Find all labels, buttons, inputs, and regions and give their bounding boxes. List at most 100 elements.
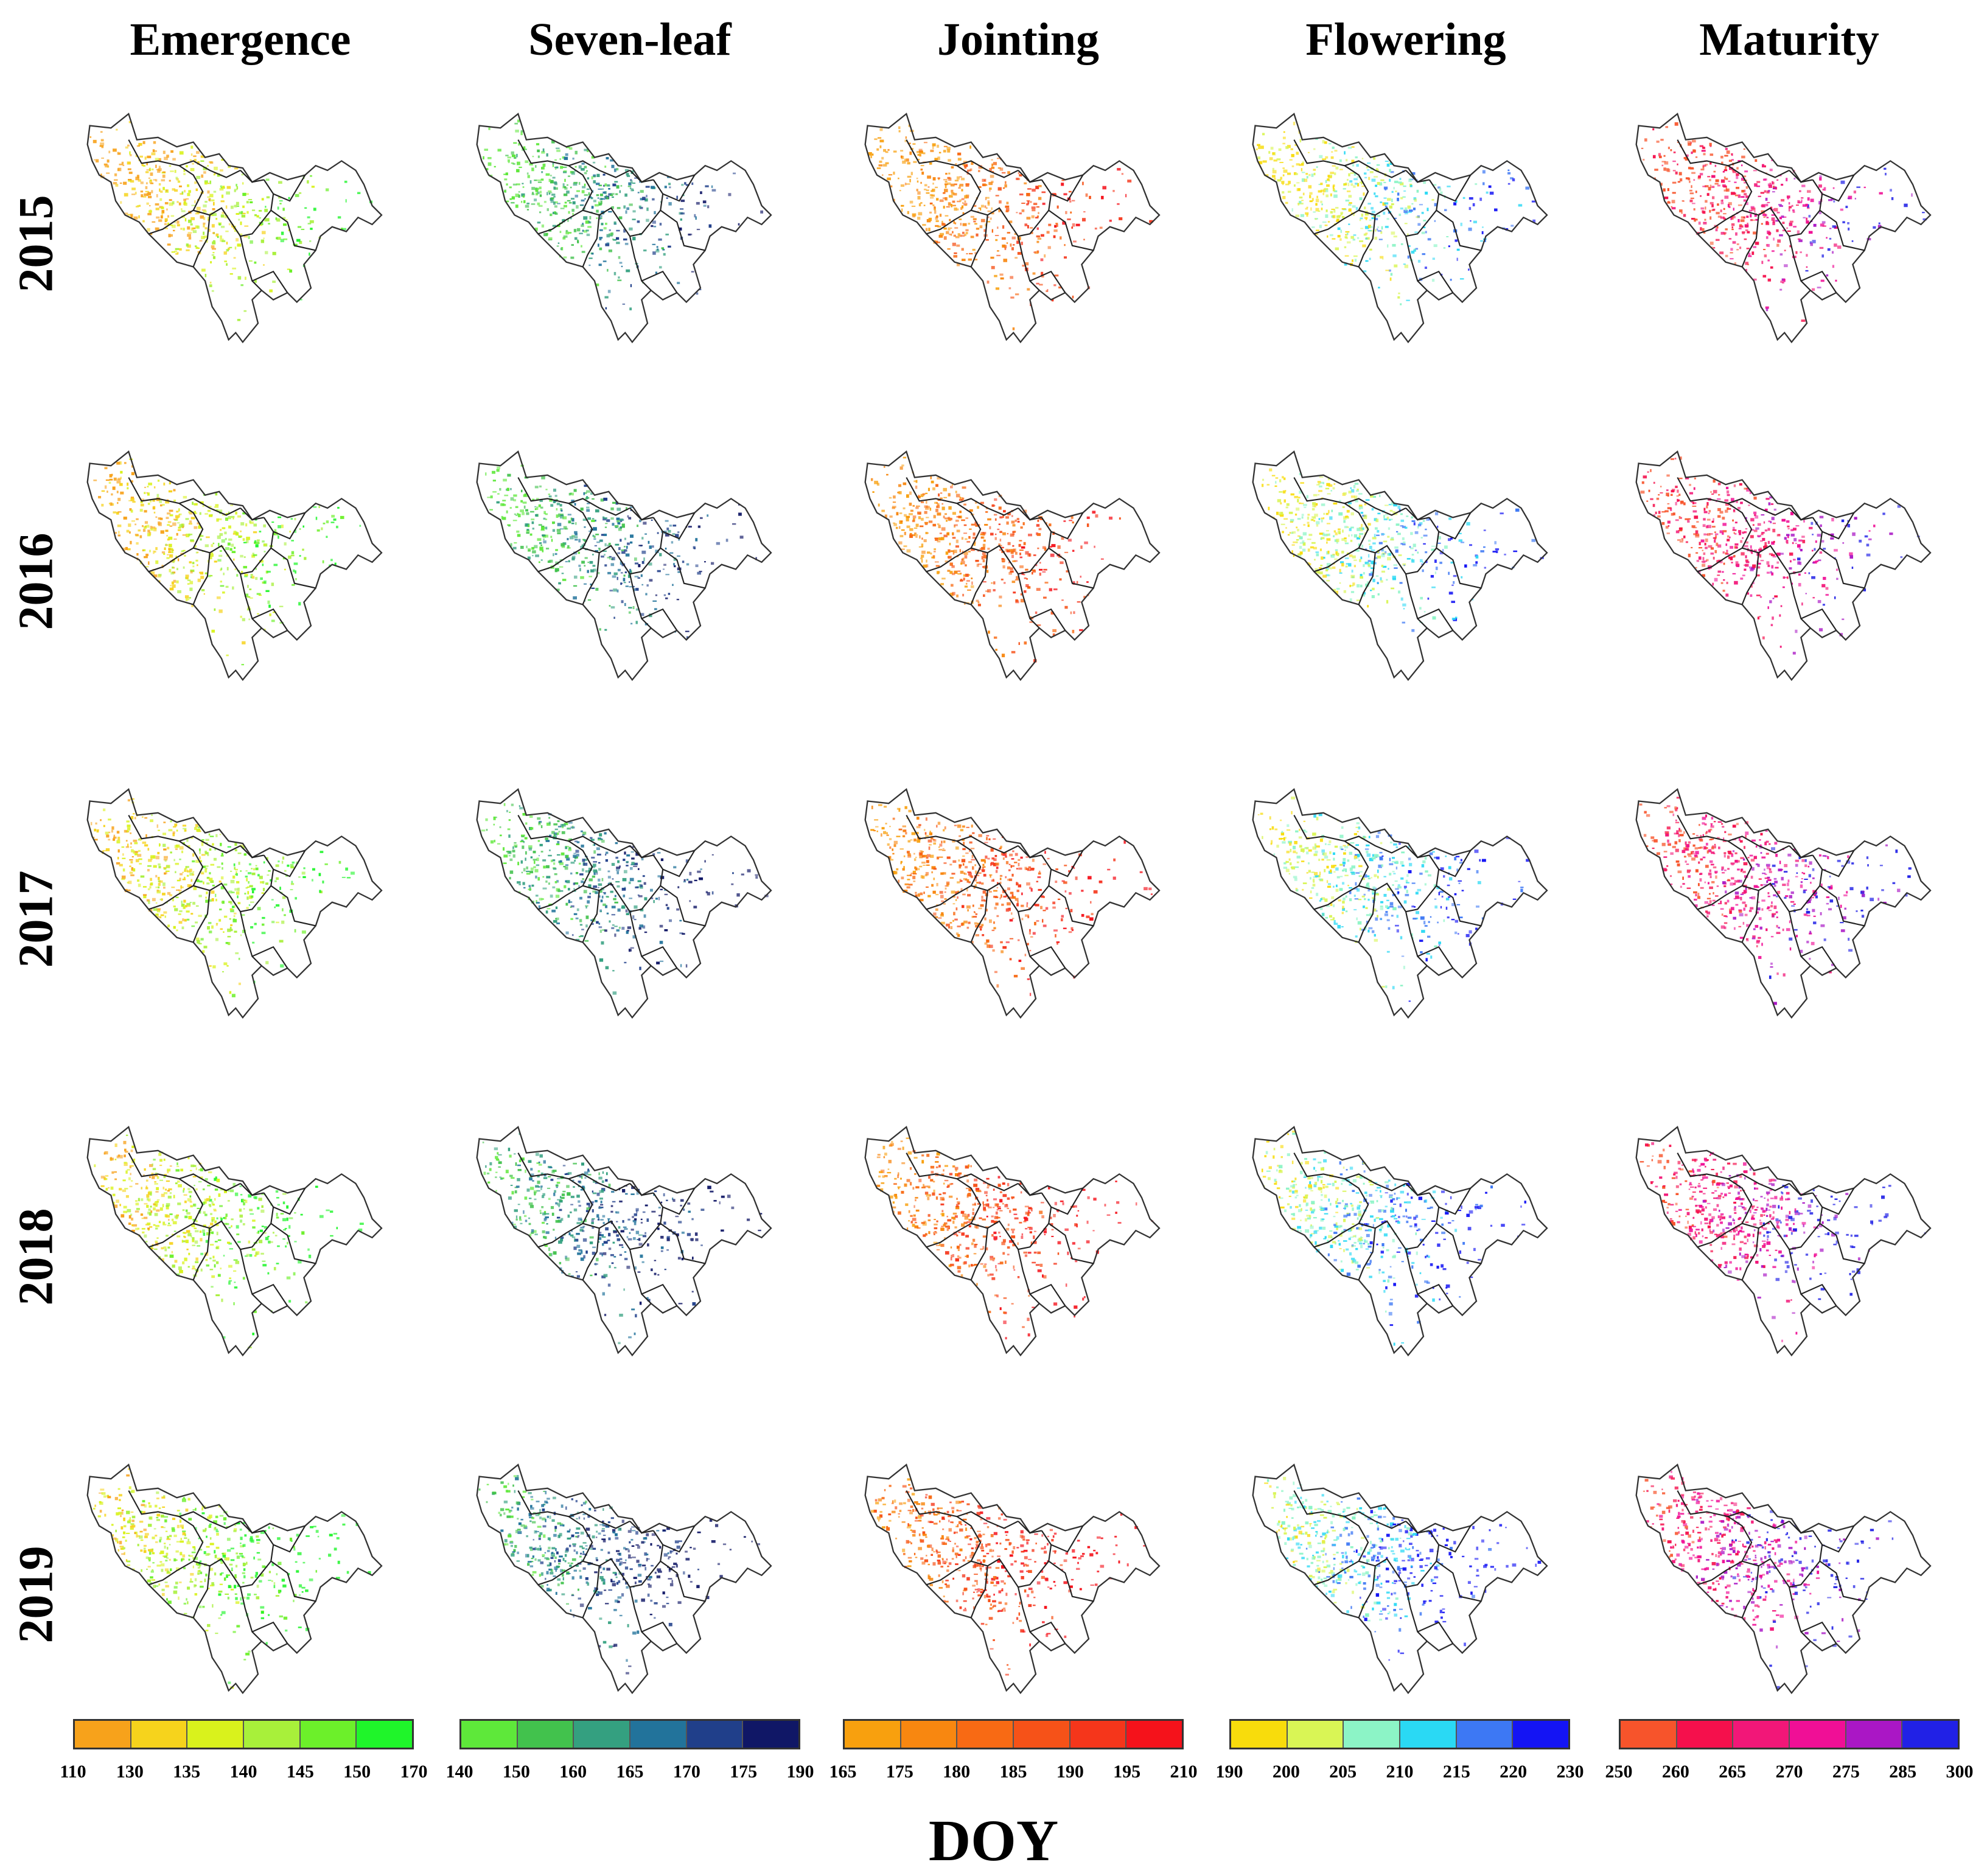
district-boundary [1293,1152,1369,1248]
crop-pixels [482,1132,763,1345]
legend-tick-label: 110 [60,1762,86,1782]
district-boundary [517,815,593,910]
district-boundary [582,179,664,237]
district-boundary [239,1586,262,1642]
district-boundary [1018,1183,1042,1196]
district-boundary [1293,139,1369,235]
phenology-map [1635,1126,1932,1357]
district-boundary [1821,850,1855,877]
district-boundary [1438,512,1472,540]
district-boundary [1017,911,1040,966]
district-boundary [1728,1511,1790,1529]
district-boundary [1819,547,1865,589]
crop-pixels [481,803,769,995]
stage-title: Maturity [1699,14,1879,65]
legend-swatch [244,1721,301,1748]
crop-pixels [1641,122,1927,322]
district-boundary [192,890,211,943]
district-boundary [1405,573,1428,629]
phenology-map [1252,1126,1548,1357]
district-boundary [1821,1188,1855,1215]
district-boundary [251,1621,288,1644]
region-outline [864,788,1161,1019]
year-label-text: 2016 [9,532,63,630]
phenology-map [1635,788,1932,1019]
district-boundary [970,215,988,267]
legend-tick-label: 150 [343,1762,371,1782]
phenology-map [864,113,1161,344]
legend-swatch [1513,1721,1569,1748]
district-boundary [1741,1228,1759,1280]
district-boundary [1438,850,1472,877]
legend-swatch [1621,1721,1677,1748]
district-boundary [1741,553,1759,605]
district-boundary [1788,1586,1811,1642]
phenology-map [476,113,772,344]
phenology-map [476,450,772,682]
district-boundary [270,885,316,927]
district-boundary [240,845,264,859]
region-outline [1635,450,1932,682]
district-boundary [906,477,982,573]
district-boundary [629,507,654,521]
legend-tick-label: 250 [1605,1762,1633,1782]
district-boundary [1800,270,1837,293]
phenology-map [86,1463,383,1695]
district-boundary [582,890,600,943]
color-legend [1229,1719,1570,1749]
district-boundary [1819,1560,1865,1602]
legend-tick-label: 190 [1056,1762,1084,1782]
district-boundary [1018,170,1042,183]
district-boundary [1436,885,1481,927]
district-boundary [270,1222,316,1264]
legend-ticks: 190 200 205 210 215 220 230 [1216,1762,1619,1788]
district-boundary [641,946,678,969]
legend-tick-label: 170 [672,1762,700,1782]
district-boundary [662,1526,696,1553]
district-boundary [582,1228,600,1280]
legend-ticks: 250 260 265 270 275 285 300 [1605,1762,1987,1788]
district-boundary [1741,215,1759,267]
district-boundary [1821,175,1855,202]
legend-tick-label: 210 [1170,1762,1198,1782]
legend-swatch [957,1721,1014,1748]
district-boundary [1417,270,1454,293]
district-boundary [1742,179,1823,237]
district-boundary [660,1560,705,1602]
legend-tick-label: 160 [559,1762,587,1782]
crop-pixels [478,1474,761,1675]
district-boundary [1789,845,1813,859]
region-outline [1635,788,1932,1019]
legend-tick-label: 130 [116,1762,144,1782]
district-boundary [906,815,982,910]
phenology-map [864,450,1161,682]
district-boundary [1789,1183,1813,1196]
map-panel [842,1101,1195,1369]
region-outline [1252,450,1548,682]
district-boundary [1677,139,1753,235]
district-boundary [1677,477,1753,573]
legend-swatch [630,1721,687,1748]
crop-pixels [870,456,1121,663]
district-boundary [1048,547,1094,589]
region-outline [86,450,383,682]
map-panel [1229,1101,1582,1369]
district-boundary [971,854,1052,913]
year-label: 2017 [10,748,63,1089]
district-boundary [179,1511,241,1529]
crop-pixels [867,124,1153,330]
district-boundary [1788,235,1811,291]
district-boundary [1017,573,1040,629]
district-boundary [1677,1490,1753,1586]
district-boundary [660,885,705,927]
district-boundary [193,179,274,237]
legend-swatch [686,1721,744,1748]
legend-tick-label: 230 [1556,1762,1584,1782]
legend-tick-label: 175 [730,1762,758,1782]
color-legend [459,1719,800,1749]
phenology-map [1635,1463,1932,1695]
district-boundary [957,835,1019,854]
legend-tick-label: 140 [445,1762,473,1782]
phenology-map [476,1463,772,1695]
legend-tick-label: 275 [1832,1762,1860,1782]
